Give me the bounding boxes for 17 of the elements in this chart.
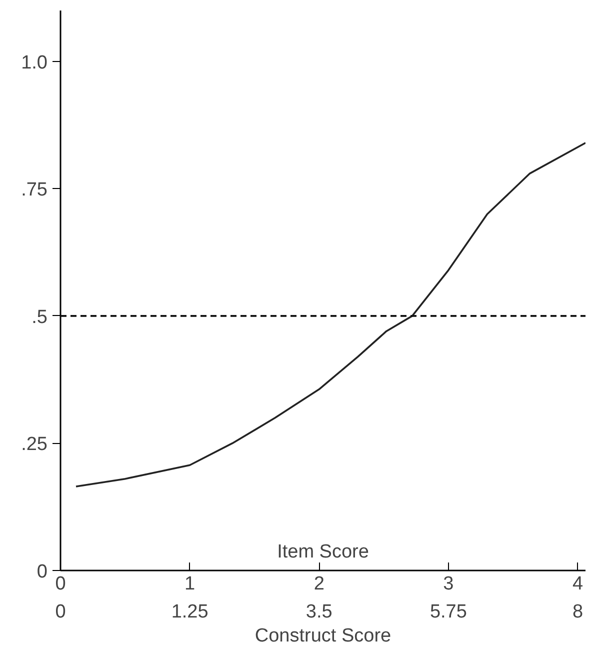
x2-axis-title: Construct Score: [254, 626, 392, 646]
text: 1.25: [171, 602, 208, 622]
line-series: [75, 142, 586, 488]
x-tick-label: 3: [443, 574, 454, 594]
x-tick-label: 0: [55, 574, 66, 594]
text: 3.5: [306, 602, 332, 622]
x-axis-title: Item Score: [277, 542, 369, 562]
x-tick-label: 4: [572, 574, 584, 594]
text: 5.75: [430, 602, 467, 622]
x-tick-label: 1: [184, 574, 196, 594]
x-tick-label: 2: [314, 574, 324, 594]
y-tick-label: .75: [21, 180, 48, 201]
y-tick-label: .25: [21, 434, 48, 456]
y-tick-label: 1.0: [21, 52, 48, 74]
y-tick-label: .5: [32, 306, 48, 328]
text: 8: [572, 602, 584, 622]
text: 0: [55, 602, 66, 622]
